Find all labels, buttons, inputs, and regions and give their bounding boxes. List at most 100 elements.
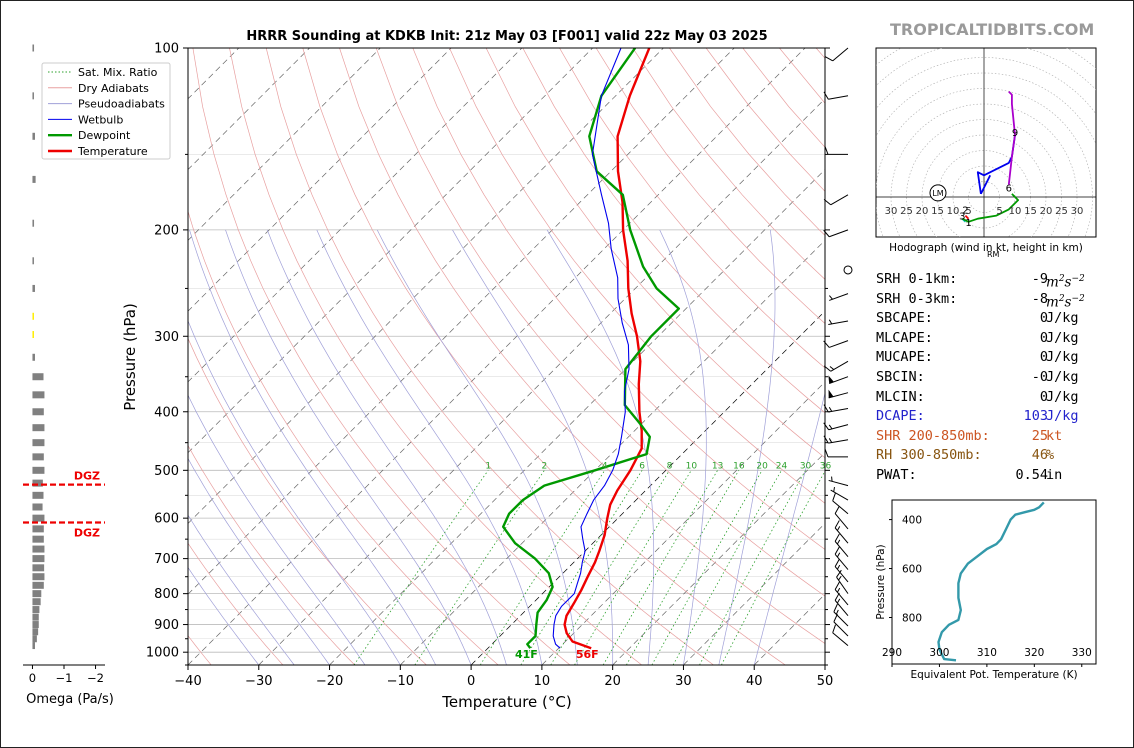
omega-bar xyxy=(32,581,44,589)
barb-half xyxy=(828,319,833,325)
barb-staff xyxy=(829,229,849,238)
surface-value-label: 56F xyxy=(576,648,599,661)
legend-label: Wetbulb xyxy=(78,113,123,126)
isotherm-line xyxy=(400,239,825,665)
omega-bar xyxy=(32,391,45,399)
mixing-ratio-line xyxy=(353,470,489,665)
stat-label: PWAT: xyxy=(876,466,917,483)
wind-barb xyxy=(823,229,849,238)
wind-barb xyxy=(823,194,849,206)
stat-row: MLCIN: 0 J/kg xyxy=(876,388,1116,408)
stat-unit: kt xyxy=(1046,427,1063,444)
barb-half xyxy=(836,526,841,531)
hodograph-ring-label: 10 xyxy=(947,206,960,217)
omega-bar xyxy=(32,628,39,636)
legend-box xyxy=(41,62,171,160)
x-tick-label: −40 xyxy=(174,674,201,689)
omega-tick-label: −2 xyxy=(87,671,104,685)
stat-label: MUCAPE: xyxy=(876,349,933,366)
y-tick-label: 200 xyxy=(154,223,179,238)
skewt-grid xyxy=(188,48,825,665)
dry-adiabat-line xyxy=(188,210,499,665)
omega-bar xyxy=(32,613,39,621)
wind-barb xyxy=(834,581,849,606)
wetbulb-line xyxy=(552,48,630,649)
stat-value: 0 xyxy=(1039,329,1048,346)
x-tick-label: −20 xyxy=(316,674,343,689)
hodograph-ring-label: 5 xyxy=(996,206,1002,217)
y-tick-label: 100 xyxy=(154,42,179,57)
hodograph-height-label: 1 xyxy=(965,218,971,229)
wind-barb xyxy=(823,422,849,431)
stat-row: PWAT: 0.54 in xyxy=(876,466,1116,486)
stat-label: MLCIN: xyxy=(876,388,925,405)
omega-bar xyxy=(32,606,40,614)
barb-half xyxy=(828,424,833,430)
omega-bar xyxy=(32,284,35,292)
hodograph-trace xyxy=(964,214,970,220)
wind-barb xyxy=(828,375,849,385)
y-tick-label: 1000 xyxy=(146,646,179,661)
barb-full xyxy=(833,603,838,613)
stat-value: 46 xyxy=(1031,447,1048,464)
omega-bar xyxy=(32,555,45,563)
wind-barb xyxy=(833,613,849,637)
pseudoadiabat-line xyxy=(188,514,295,665)
barb-pennant xyxy=(828,375,834,384)
theta-e-frame xyxy=(891,499,1097,665)
theta-e-xlabel: Equivalent Pot. Temperature (K) xyxy=(910,669,1077,681)
barb-half xyxy=(828,295,833,300)
wind-barb xyxy=(832,624,849,646)
x-tick-label: 20 xyxy=(604,674,621,689)
x-tick-label: 10 xyxy=(534,674,551,689)
stat-label: MLCAPE: xyxy=(876,329,933,346)
barb-staff xyxy=(830,194,849,206)
wind-barb xyxy=(833,603,849,627)
omega-bar xyxy=(32,439,45,447)
pseudoadiabat-line xyxy=(546,229,655,665)
x-tick-label: −10 xyxy=(387,674,414,689)
wind-barb xyxy=(832,492,849,515)
left-mover-label: LM xyxy=(932,189,943,198)
barb-staff xyxy=(828,95,849,100)
wind-barb xyxy=(834,558,849,583)
mixing-ratio-line xyxy=(520,470,643,665)
stat-row: SRH 0-1km: -9 m2s−2 xyxy=(876,270,1116,291)
hodograph-ring-label: 25 xyxy=(900,206,913,217)
dry-adiabat-line xyxy=(412,48,825,550)
isotherm-line xyxy=(541,381,825,665)
omega-bar xyxy=(32,514,45,522)
pseudoadiabat-line xyxy=(188,319,401,665)
hodograph-trace xyxy=(961,193,1019,223)
stat-unit: m2s−2 xyxy=(1046,290,1085,313)
stat-label: RH 300-850mb: xyxy=(876,447,982,464)
x-tick-label: −30 xyxy=(245,674,272,689)
isotherm-line xyxy=(258,98,825,665)
barb-staff xyxy=(829,376,849,385)
barb-full xyxy=(823,404,829,413)
dgz-label: DGZ xyxy=(74,470,100,483)
barb-staff xyxy=(832,500,849,515)
barb-full xyxy=(834,581,840,590)
stat-unit-part: m xyxy=(1046,274,1059,291)
mixing-ratio-line xyxy=(672,470,782,665)
dry-adiabat-line xyxy=(522,48,825,414)
stat-unit-part: m xyxy=(1046,294,1059,311)
stat-row: RH 300-850mb: 46% xyxy=(876,446,1116,466)
omega-bar xyxy=(32,635,37,643)
legend: Sat. Mix. Ratio Dry Adiabats Pseudoadiabat… xyxy=(41,62,171,160)
omega-bar xyxy=(32,564,45,572)
pseudoadiabat-line xyxy=(225,229,472,665)
hodograph-height-label: 9 xyxy=(1012,128,1018,139)
skewt-ylabel: Pressure (hPa) xyxy=(121,303,139,411)
barb-full xyxy=(833,613,838,623)
wind-barb xyxy=(823,435,849,444)
omega-bar xyxy=(32,408,44,416)
wind-barb xyxy=(823,360,849,372)
barb-half xyxy=(831,476,833,482)
pseudoadiabat-line xyxy=(718,229,776,665)
theta-y-tick-label: 400 xyxy=(902,515,922,527)
legend-label: Dewpoint xyxy=(78,129,131,142)
